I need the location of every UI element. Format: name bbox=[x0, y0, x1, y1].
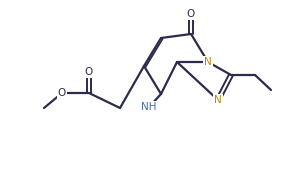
Text: N: N bbox=[204, 57, 212, 67]
Text: O: O bbox=[187, 9, 195, 19]
Text: O: O bbox=[58, 88, 66, 98]
Text: N: N bbox=[214, 95, 222, 105]
Text: NH: NH bbox=[141, 102, 157, 112]
Text: O: O bbox=[85, 67, 93, 77]
